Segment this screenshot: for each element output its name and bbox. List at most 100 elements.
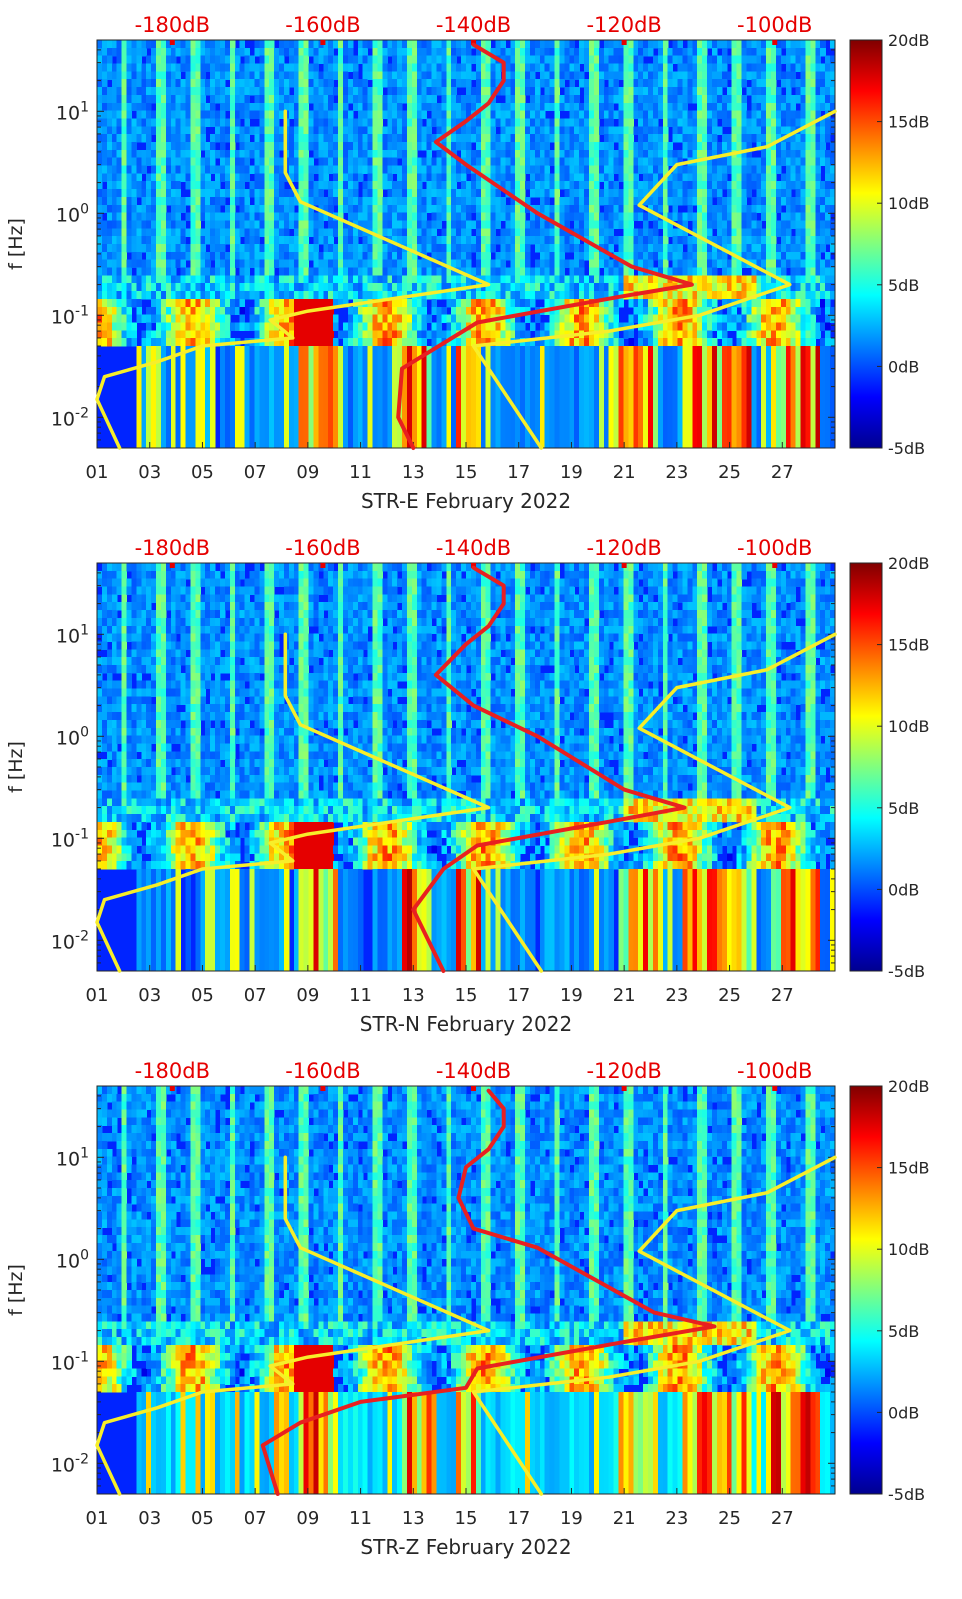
top-db-label: -180dB bbox=[135, 1059, 210, 1083]
red-curve bbox=[396, 42, 694, 450]
top-db-label: -100dB bbox=[737, 1059, 812, 1083]
top-db-tick bbox=[621, 563, 627, 568]
red-curve bbox=[411, 565, 687, 973]
x-tick-label: 05 bbox=[191, 462, 214, 483]
x-tick-label: 27 bbox=[771, 462, 794, 483]
x-tick-label: 25 bbox=[718, 1508, 741, 1529]
top-db-tick bbox=[621, 1086, 627, 1091]
colorbar-tick-label: 0dB bbox=[888, 357, 919, 376]
y-tick-label: 10-1 bbox=[51, 826, 89, 851]
colorbar-tick-label: 5dB bbox=[888, 1322, 919, 1341]
x-tick-label: 11 bbox=[349, 462, 372, 483]
top-db-tick bbox=[772, 40, 778, 45]
x-tick-label: 19 bbox=[560, 1508, 583, 1529]
y-tick-label: 100 bbox=[56, 724, 89, 749]
colorbar-tick-label: 15dB bbox=[888, 636, 930, 655]
colorbar-tick-label: 15dB bbox=[888, 1159, 930, 1178]
top-db-tick bbox=[169, 563, 175, 568]
y-tick-label: 10-2 bbox=[51, 405, 89, 430]
x-axis-label: STR-E February 2022 bbox=[361, 489, 571, 513]
top-db-tick bbox=[471, 563, 477, 568]
x-tick-label: 17 bbox=[507, 1508, 530, 1529]
x-tick-label: 07 bbox=[244, 985, 267, 1006]
x-tick-label: 03 bbox=[138, 1508, 161, 1529]
top-db-tick bbox=[772, 1086, 778, 1091]
y-tick-label: 101 bbox=[56, 1145, 89, 1170]
top-db-label: -120dB bbox=[586, 536, 661, 560]
y-tick-label: 101 bbox=[56, 622, 89, 647]
yellow-low-noise-model bbox=[95, 109, 491, 450]
spectrogram-panel-3: 01 03 05 07 09 11 13 15 17 19 21 23 25 27 10-2 10-1 100 1… bbox=[5, 1059, 930, 1559]
x-tick-label: 21 bbox=[613, 462, 636, 483]
colorbar-tick-label: -5dB bbox=[888, 1485, 925, 1504]
x-tick-label: 27 bbox=[771, 1508, 794, 1529]
top-db-label: -160dB bbox=[285, 13, 360, 37]
top-db-label: -100dB bbox=[737, 536, 812, 560]
top-db-label: -140dB bbox=[436, 536, 511, 560]
x-tick-label: 09 bbox=[296, 1508, 319, 1529]
x-tick-label: 01 bbox=[86, 1508, 109, 1529]
top-db-label: -140dB bbox=[436, 1059, 511, 1083]
top-db-tick bbox=[320, 40, 326, 45]
top-db-label: -160dB bbox=[285, 536, 360, 560]
colorbar-tick-label: 10dB bbox=[888, 194, 930, 213]
colorbar-tick-label: 20dB bbox=[888, 554, 930, 573]
top-db-tick bbox=[320, 1086, 326, 1091]
x-tick-label: 21 bbox=[613, 985, 636, 1006]
yellow-low-noise-model bbox=[95, 632, 491, 973]
x-tick-label: 09 bbox=[296, 985, 319, 1006]
top-db-tick bbox=[772, 563, 778, 568]
x-tick-label: 09 bbox=[296, 462, 319, 483]
red-curve bbox=[260, 1088, 717, 1496]
x-axis-label: STR-Z February 2022 bbox=[360, 1535, 571, 1559]
top-db-label: -120dB bbox=[586, 13, 661, 37]
spectrogram-panel-2: 01 03 05 07 09 11 13 15 17 19 21 23 25 27 10-2 10-1 100 1… bbox=[5, 536, 930, 1036]
x-tick-label: 27 bbox=[771, 985, 794, 1006]
y-tick-label: 100 bbox=[56, 201, 89, 226]
top-db-label: -180dB bbox=[135, 13, 210, 37]
colorbar: -5dB 0dB 5dB 10dB 15dB 20dB bbox=[849, 554, 930, 981]
top-db-tick bbox=[621, 40, 627, 45]
top-db-tick bbox=[169, 40, 175, 45]
top-db-label: -160dB bbox=[285, 1059, 360, 1083]
x-tick-label: 05 bbox=[191, 985, 214, 1006]
x-tick-label: 15 bbox=[455, 985, 478, 1006]
y-axis-label: f [Hz] bbox=[5, 741, 27, 793]
yellow-high-noise-model bbox=[471, 632, 837, 973]
x-tick-label: 17 bbox=[507, 462, 530, 483]
x-tick-label: 07 bbox=[244, 1508, 267, 1529]
top-db-label: -100dB bbox=[737, 13, 812, 37]
x-tick-label: 25 bbox=[718, 462, 741, 483]
top-db-label: -140dB bbox=[436, 13, 511, 37]
x-tick-label: 11 bbox=[349, 1508, 372, 1529]
x-tick-label: 21 bbox=[613, 1508, 636, 1529]
x-tick-label: 23 bbox=[665, 985, 688, 1006]
x-tick-label: 13 bbox=[402, 1508, 425, 1529]
x-tick-label: 01 bbox=[86, 985, 109, 1006]
colorbar-tick-label: 10dB bbox=[888, 717, 930, 736]
colorbar: -5dB 0dB 5dB 10dB 15dB 20dB bbox=[849, 31, 930, 458]
top-db-label: -120dB bbox=[586, 1059, 661, 1083]
colorbar-tick-label: 20dB bbox=[888, 31, 930, 50]
x-tick-label: 25 bbox=[718, 985, 741, 1006]
x-tick-label: 01 bbox=[86, 462, 109, 483]
yellow-low-noise-model bbox=[95, 1155, 491, 1496]
x-tick-label: 03 bbox=[138, 985, 161, 1006]
x-tick-label: 17 bbox=[507, 985, 530, 1006]
colorbar-tick-label: 10dB bbox=[888, 1240, 930, 1259]
y-axis-label: f [Hz] bbox=[5, 1264, 27, 1316]
top-db-tick bbox=[471, 40, 477, 45]
x-tick-label: 13 bbox=[402, 985, 425, 1006]
colorbar-tick-label: -5dB bbox=[888, 962, 925, 981]
y-tick-label: 10-1 bbox=[51, 1349, 89, 1374]
colorbar-tick-label: 0dB bbox=[888, 1403, 919, 1422]
colorbar: -5dB 0dB 5dB 10dB 15dB 20dB bbox=[849, 1077, 930, 1504]
y-tick-label: 10-1 bbox=[51, 303, 89, 328]
colorbar-tick-label: 15dB bbox=[888, 113, 930, 132]
x-tick-label: 15 bbox=[455, 1508, 478, 1529]
x-tick-label: 19 bbox=[560, 985, 583, 1006]
spectrogram-image bbox=[97, 563, 836, 972]
top-db-tick bbox=[320, 563, 326, 568]
colorbar-tick-label: 20dB bbox=[888, 1077, 930, 1096]
